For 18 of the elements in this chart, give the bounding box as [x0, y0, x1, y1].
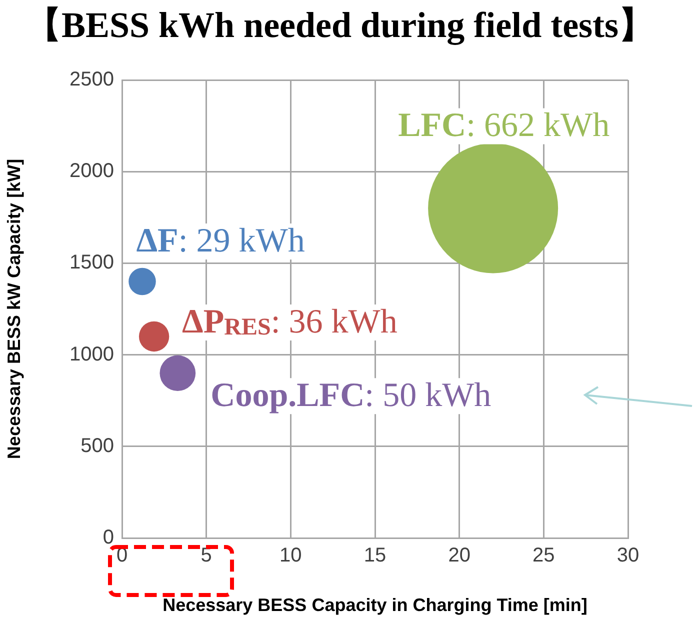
y-axis-title: Necessary BESS kW Capacity [kW]	[4, 158, 24, 460]
x-tick-label: 30	[616, 544, 640, 567]
series-label: ΔF: 29 kWh	[136, 222, 305, 260]
y-tick-label: 2000	[70, 160, 114, 182]
chart-title: 【BESS kWh needed during field tests】	[24, 4, 656, 46]
y-tick-label: 0	[102, 526, 114, 549]
series-label: LFC: 662 kWh	[398, 107, 610, 144]
y-tick-label: 1500	[70, 252, 114, 274]
y-tick-label: 500	[80, 434, 114, 457]
x-axis-title: Necessary BESS Capacity in Charging Time [min]	[162, 595, 588, 616]
x-tick-label: 20	[448, 544, 470, 567]
y-tick-label: 2500	[70, 68, 114, 91]
y-tick-label: 1000	[70, 343, 114, 366]
x-tick-label: 10	[280, 544, 302, 567]
series-label: Coop.LFC: 50 kWh	[210, 377, 492, 414]
series-label: ΔPRES: 36 kWh	[182, 303, 398, 340]
x-tick-label: 15	[364, 544, 386, 567]
x-tick-label: 25	[532, 544, 555, 567]
